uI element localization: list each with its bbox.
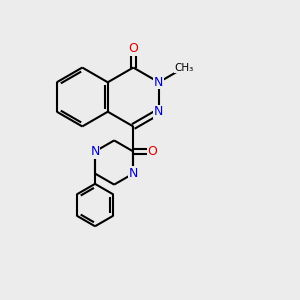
- Text: N: N: [154, 76, 164, 89]
- Text: O: O: [148, 145, 158, 158]
- Text: N: N: [90, 145, 100, 158]
- Text: CH₃: CH₃: [175, 63, 194, 73]
- Text: N: N: [129, 167, 138, 180]
- Text: N: N: [154, 105, 164, 118]
- Text: O: O: [128, 42, 138, 55]
